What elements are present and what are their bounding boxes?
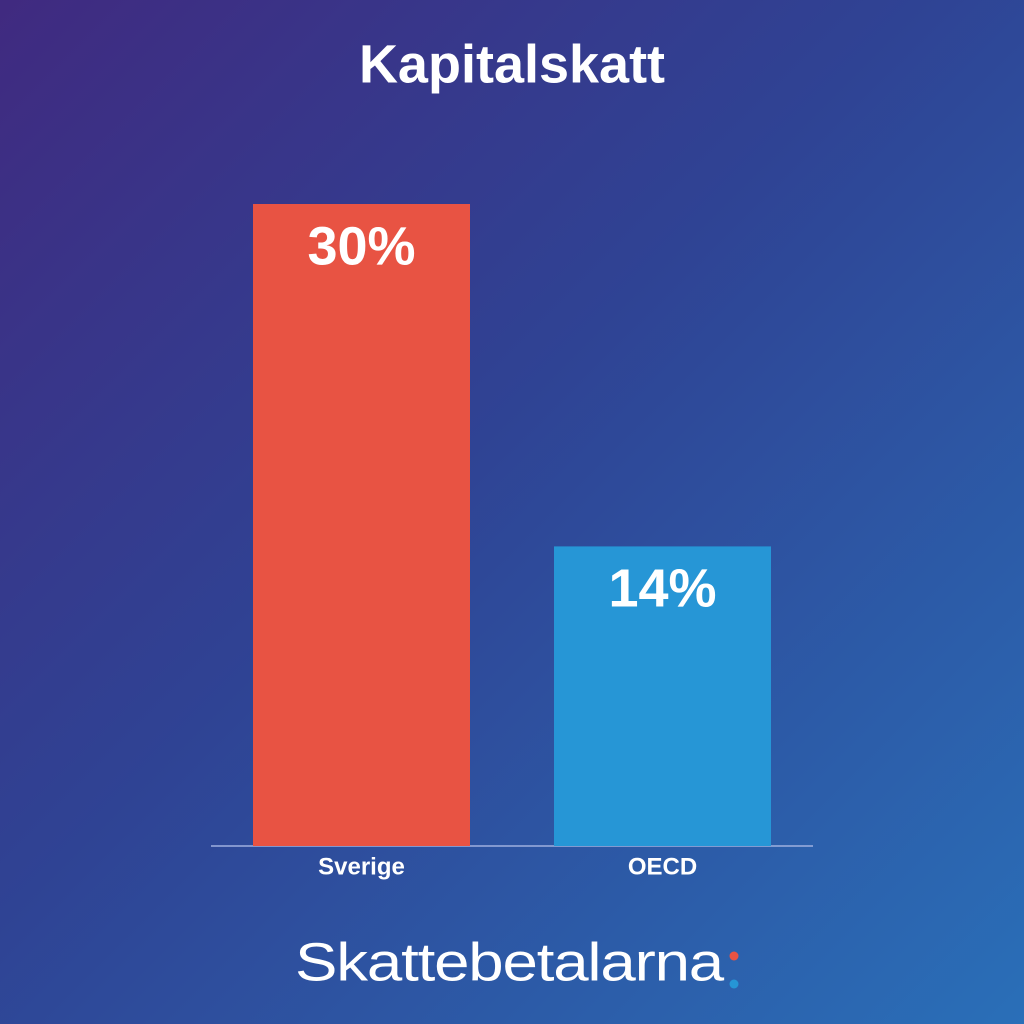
value-label: 30% bbox=[307, 216, 415, 276]
logo-dot bbox=[729, 951, 739, 961]
value-label: 14% bbox=[608, 559, 716, 619]
bar bbox=[253, 204, 470, 846]
bar bbox=[554, 546, 771, 846]
logo: Skattebetalarna bbox=[295, 932, 725, 992]
logo-dot bbox=[729, 979, 739, 989]
x-tick-label: OECD bbox=[628, 853, 697, 880]
x-tick-label: Sverige bbox=[318, 853, 405, 880]
chart-title: Kapitalskatt bbox=[359, 34, 665, 94]
